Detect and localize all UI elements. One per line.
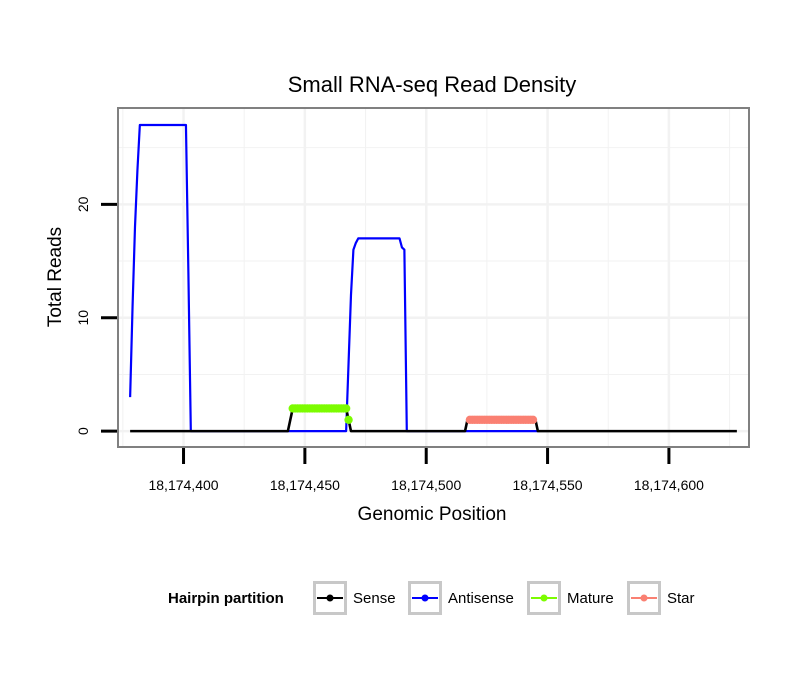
legend: Hairpin partition Sense Antisense Mature St… bbox=[168, 581, 695, 615]
panel-border bbox=[117, 107, 750, 448]
legend-label-antisense: Antisense bbox=[448, 590, 514, 607]
series-points-star bbox=[465, 415, 538, 424]
y-axis: 0 10 20 bbox=[75, 196, 117, 435]
panel-background bbox=[118, 108, 749, 447]
legend-label-sense: Sense bbox=[353, 590, 396, 607]
y-tick-label: 0 bbox=[75, 427, 91, 435]
legend-key-sense bbox=[313, 581, 347, 615]
series-line-antisense bbox=[129, 123, 538, 433]
x-tick-label: 18,174,550 bbox=[513, 477, 583, 493]
series-points-mature bbox=[288, 404, 353, 424]
y-tick-label: 10 bbox=[75, 310, 91, 326]
legend-key-point bbox=[640, 594, 648, 602]
chart-title: Small RNA-seq Read Density bbox=[288, 72, 577, 97]
data-point-mature bbox=[344, 415, 353, 424]
legend-label-mature: Mature bbox=[567, 590, 614, 607]
legend-key-point bbox=[326, 594, 334, 602]
x-axis: 18,174,400 18,174,450 18,174,500 18,174,550… bbox=[148, 448, 704, 493]
legend-key-star bbox=[627, 581, 661, 615]
data-point-mature bbox=[341, 404, 351, 413]
legend-title: Hairpin partition bbox=[168, 590, 284, 607]
legend-key-antisense bbox=[408, 581, 442, 615]
x-tick-label: 18,174,400 bbox=[148, 477, 218, 493]
legend-key-point bbox=[421, 594, 429, 602]
y-tick-label: 20 bbox=[75, 196, 91, 212]
x-tick-label: 18,174,500 bbox=[391, 477, 461, 493]
legend-key-mature bbox=[527, 581, 561, 615]
y-axis-title: Total Reads bbox=[45, 227, 66, 327]
x-tick-label: 18,174,450 bbox=[270, 477, 340, 493]
x-tick-label: 18,174,600 bbox=[634, 477, 704, 493]
grid-minor bbox=[118, 108, 749, 447]
x-axis-title: Genomic Position bbox=[358, 504, 507, 525]
plot-panel bbox=[117, 107, 750, 448]
legend-key-point bbox=[540, 594, 548, 602]
legend-label-star: Star bbox=[667, 590, 695, 607]
data-point-star bbox=[528, 415, 538, 424]
series-layer bbox=[129, 123, 737, 433]
